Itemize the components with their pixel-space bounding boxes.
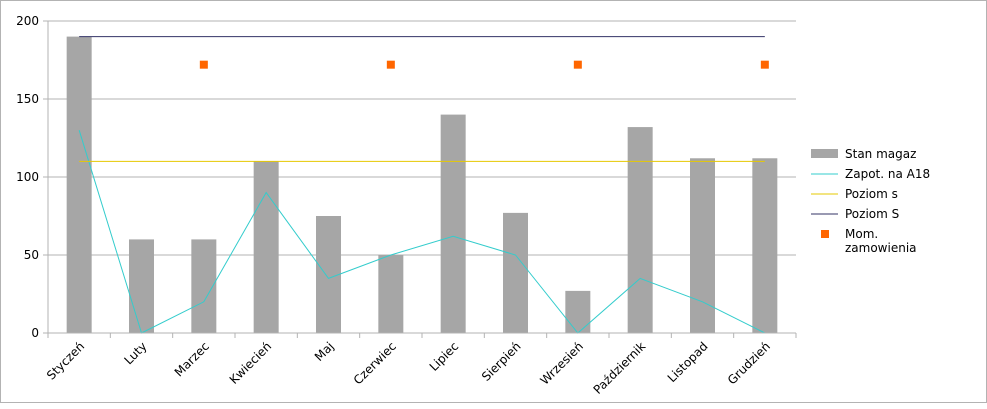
legend-label: Mom. zamowienia <box>845 227 917 255</box>
bar <box>627 127 653 333</box>
bar <box>503 212 528 333</box>
y-tick-label: 50 <box>24 248 39 262</box>
x-tick-label: Sierpień <box>479 339 524 384</box>
x-tick-label: Grudzień <box>725 339 773 387</box>
x-tick-label: Marzec <box>172 339 212 379</box>
x-tick-label: Maj <box>312 339 337 364</box>
x-tick-label: Wrzesień <box>538 339 586 387</box>
legend-swatch <box>811 149 838 158</box>
grid <box>48 20 796 256</box>
legend-label: Zapot. na A18 <box>845 167 930 181</box>
axes <box>43 20 797 338</box>
x-tick-label: Luty <box>121 339 149 367</box>
legend: Stan magaz Zapot. na A18 Poziom s Poziom S M… <box>811 147 930 255</box>
y-tick-label: 150 <box>16 92 39 106</box>
x-tick-label: Styczeń <box>44 339 87 382</box>
point <box>199 60 208 69</box>
x-tick-label: Październik <box>591 339 649 397</box>
y-tick-label: 200 <box>16 14 39 28</box>
bar <box>752 158 778 333</box>
bar <box>440 114 466 333</box>
bar-series <box>66 36 778 333</box>
bar <box>565 290 591 333</box>
bar <box>378 255 404 333</box>
y-tick-label: 0 <box>31 326 39 340</box>
legend-label: Stan magaz <box>845 147 916 161</box>
bar <box>690 158 715 333</box>
bar <box>316 216 341 333</box>
marker-series <box>199 60 769 69</box>
point <box>386 60 395 69</box>
x-tick-label: Listopad <box>665 339 711 385</box>
x-tick-label: Czerwiec <box>351 339 399 387</box>
bar <box>129 239 154 333</box>
point <box>760 60 769 69</box>
x-tick-label: Kwiecień <box>227 339 275 387</box>
bar <box>253 161 279 333</box>
legend-label: Poziom S <box>845 207 899 221</box>
bar <box>66 36 92 333</box>
y-axis-ticks: 0 50 100 150 200 <box>16 14 39 340</box>
x-axis-ticks: Styczeń Luty Marzec Kwiecień Maj Czerwiec Lipi… <box>44 339 773 397</box>
x-tick-label: Lipiec <box>427 339 462 374</box>
legend-label: Poziom s <box>845 187 898 201</box>
point <box>573 60 582 69</box>
y-tick-label: 100 <box>16 170 39 184</box>
line-series <box>78 36 766 334</box>
series-line <box>78 130 766 334</box>
legend-swatch <box>821 230 829 238</box>
